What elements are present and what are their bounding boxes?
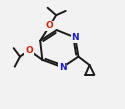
Text: O: O xyxy=(46,21,54,30)
Text: N: N xyxy=(71,33,79,42)
Text: O: O xyxy=(25,46,33,55)
Text: N: N xyxy=(59,63,66,72)
